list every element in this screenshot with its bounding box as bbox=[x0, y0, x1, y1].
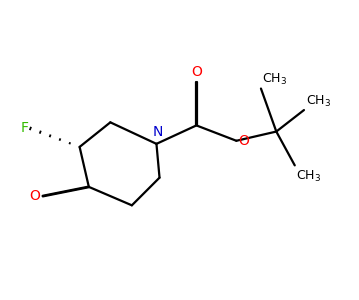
Text: N: N bbox=[153, 125, 163, 139]
Text: CH$_3$: CH$_3$ bbox=[306, 93, 331, 109]
Text: O: O bbox=[191, 65, 202, 79]
Text: O: O bbox=[238, 134, 249, 148]
Text: F: F bbox=[21, 122, 29, 136]
Text: CH$_3$: CH$_3$ bbox=[296, 168, 321, 184]
Text: O: O bbox=[29, 189, 39, 203]
Text: CH$_3$: CH$_3$ bbox=[262, 72, 288, 87]
